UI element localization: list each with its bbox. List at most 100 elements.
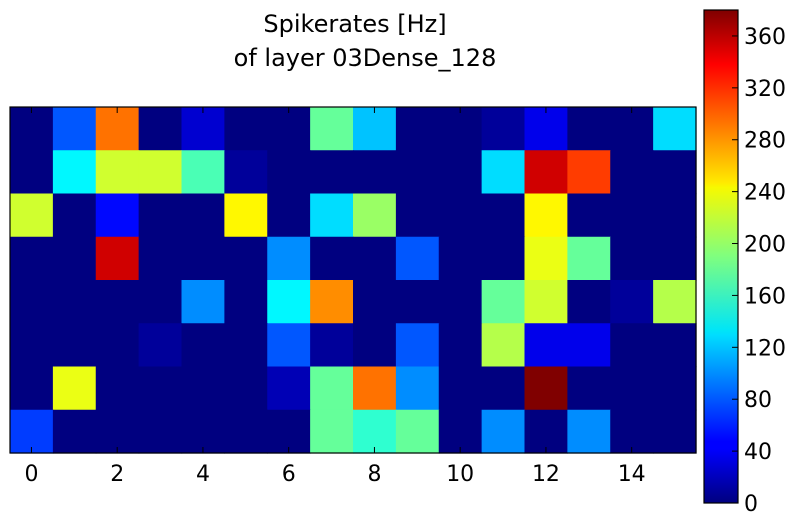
heatmap-cell <box>267 193 311 238</box>
heatmap-cell <box>438 323 483 368</box>
heatmap-cell <box>310 150 354 195</box>
heatmap-cell <box>138 409 183 454</box>
heatmap-cell <box>567 280 611 324</box>
heatmap-cell <box>567 150 611 195</box>
heatmap-cell <box>224 236 268 281</box>
heatmap-cell <box>10 323 54 368</box>
heatmap-cell <box>567 366 611 411</box>
heatmap-cell <box>95 323 140 368</box>
heatmap-cell <box>567 236 611 281</box>
heatmap-cell <box>438 280 483 324</box>
x-tick-label: 2 <box>110 462 124 487</box>
colorbar-tick-label: 240 <box>744 181 786 206</box>
heatmap-cell <box>653 236 697 281</box>
heatmap-cell <box>310 193 354 238</box>
heatmap-cell <box>267 409 311 454</box>
heatmap-cell <box>567 193 611 238</box>
colorbar-tick-label: 320 <box>744 77 786 102</box>
heatmap-cell <box>267 107 311 151</box>
heatmap-cell <box>181 107 225 151</box>
heatmap-cell <box>95 107 140 151</box>
heatmap-cell <box>310 236 354 281</box>
heatmap-cell <box>310 409 354 454</box>
heatmap-cell <box>52 366 97 411</box>
heatmap-cell <box>610 193 654 238</box>
heatmap-cell <box>10 366 54 411</box>
heatmap-cell <box>395 150 440 195</box>
x-tick-label: 14 <box>618 462 646 487</box>
colorbar-tick-label: 40 <box>744 440 772 465</box>
heatmap-cell <box>481 280 526 324</box>
heatmap-cell <box>138 107 183 151</box>
heatmap-cell <box>181 236 225 281</box>
heatmap-cell <box>610 280 654 324</box>
heatmap-cell <box>481 236 526 281</box>
heatmap-cell <box>438 193 483 238</box>
heatmap-cell <box>95 150 140 195</box>
heatmap-cell <box>95 236 140 281</box>
heatmap-cell <box>224 280 268 324</box>
heatmap-cell <box>653 280 697 324</box>
heatmap-cell <box>610 323 654 368</box>
heatmap-cell <box>224 193 268 238</box>
heatmap-cell <box>567 409 611 454</box>
heatmap-cell <box>138 150 183 195</box>
heatmap-cell <box>524 107 568 151</box>
heatmap-cell <box>224 366 268 411</box>
plot-frame <box>9 106 697 454</box>
heatmap-cell <box>10 236 54 281</box>
x-tick-label: 12 <box>532 462 560 487</box>
heatmap-cell <box>353 366 397 411</box>
heatmap-cell <box>524 193 568 238</box>
heatmap-cell <box>181 150 225 195</box>
heatmap-cell <box>481 366 526 411</box>
heatmap-cell <box>310 323 354 368</box>
colorbar-tick-label: 200 <box>744 233 786 258</box>
heatmap-cell <box>481 323 526 368</box>
heatmap-cell <box>481 193 526 238</box>
heatmap-cell <box>610 366 654 411</box>
heatmap-cell <box>310 280 354 324</box>
heatmap-cell <box>610 107 654 151</box>
heatmap-cell <box>10 150 54 195</box>
heatmap-cell <box>524 366 568 411</box>
heatmap-cell <box>353 193 397 238</box>
heatmap-cell <box>10 193 54 238</box>
heatmap-cell <box>567 323 611 368</box>
heatmap-cell <box>10 280 54 324</box>
heatmap-cell <box>524 150 568 195</box>
heatmap-cell <box>353 107 397 151</box>
heatmap-cell <box>95 280 140 324</box>
heatmap-cell <box>395 280 440 324</box>
heatmap-cell <box>524 280 568 324</box>
heatmap-cell <box>353 150 397 195</box>
heatmap-cell <box>653 107 697 151</box>
heatmap-cell <box>95 409 140 454</box>
heatmap-cell <box>353 323 397 368</box>
heatmap-cell <box>181 323 225 368</box>
colorbar-tick-label: 80 <box>744 388 772 413</box>
heatmap-cell <box>353 409 397 454</box>
heatmap-cell <box>438 107 483 151</box>
heatmap-cell <box>610 409 654 454</box>
heatmap-cell <box>224 409 268 454</box>
colorbar-tick-label: 280 <box>744 129 786 154</box>
x-tick-label: 6 <box>282 462 296 487</box>
heatmap-cell <box>52 107 97 151</box>
heatmap-cell <box>267 366 311 411</box>
x-tick-label: 4 <box>196 462 210 487</box>
heatmap-cell <box>610 236 654 281</box>
heatmap-cell <box>395 323 440 368</box>
colorbar-tick-label: 160 <box>744 284 786 309</box>
heatmap-cell <box>52 236 97 281</box>
heatmap-cell <box>395 107 440 151</box>
heatmap-cell <box>610 150 654 195</box>
heatmap-cell <box>224 150 268 195</box>
heatmap-cell <box>653 366 697 411</box>
heatmap-cell <box>395 193 440 238</box>
chart-title-line-1: Spikerates [Hz] <box>263 10 446 38</box>
heatmap-cell <box>653 409 697 454</box>
heatmap-cell <box>95 193 140 238</box>
chart-title-line-2: of layer 03Dense_128 <box>234 44 497 72</box>
heatmap-cell <box>353 280 397 324</box>
